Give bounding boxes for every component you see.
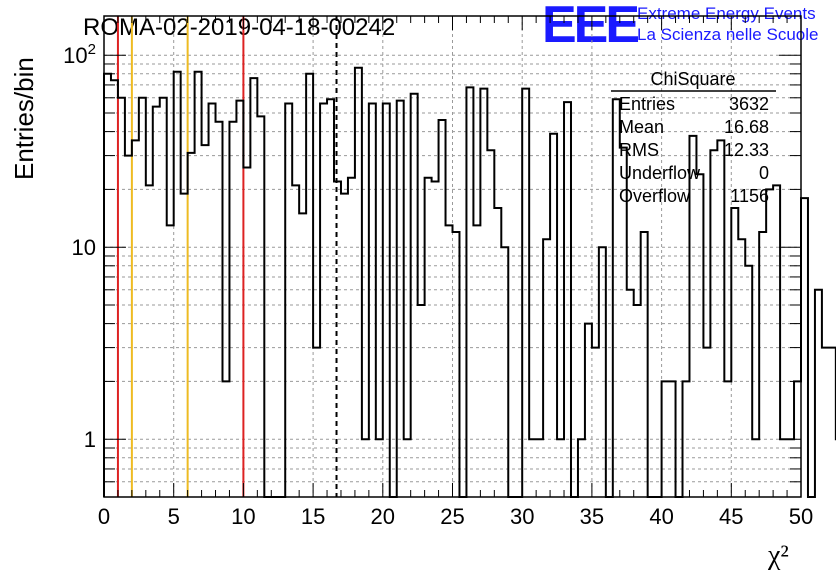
x-tick-label: 35 [580, 504, 604, 529]
x-tick-label: 50 [789, 504, 813, 529]
x-tick-label: 15 [301, 504, 325, 529]
logo-line-2: La Scienza nelle Scuole [637, 25, 818, 44]
chart-title: ROMA-02-2019-04-18-00242 [83, 14, 395, 41]
x-tick-label: 10 [231, 504, 255, 529]
x-axis-label: χ² [767, 540, 789, 571]
stats-label: Mean [619, 117, 664, 137]
stats-value: 12.33 [724, 140, 769, 160]
y-tick-label: 102 [63, 41, 96, 68]
histogram-series [103, 66, 836, 498]
stats-box-title: ChiSquare [650, 69, 735, 89]
x-tick-label: 5 [168, 504, 180, 529]
x-tick-label: 40 [649, 504, 673, 529]
eee-logo: EEE [542, 0, 638, 54]
stats-value: 0 [759, 163, 769, 183]
stats-label: RMS [619, 140, 659, 160]
logo-line-1: Extreme Energy Events [637, 4, 816, 23]
axes: 0 5 10 15 20 25 30 35 40 45 50 1 10 102 [63, 16, 813, 529]
stats-value: 3632 [729, 94, 769, 114]
stats-label: Underflow [619, 163, 701, 183]
stats-box: ChiSquare Entries 3632 Mean 16.68 RMS 12.33 Un… [611, 69, 776, 206]
x-tick-label: 30 [510, 504, 534, 529]
grid-lines [104, 16, 801, 498]
y-tick-label: 1 [84, 427, 96, 452]
stats-value: 16.68 [724, 117, 769, 137]
x-tick-label: 20 [371, 504, 395, 529]
histogram [103, 66, 836, 498]
stats-value: 1156 [730, 186, 769, 206]
y-axis-label: Entries/bin [9, 57, 39, 180]
y-tick-label: 10 [72, 235, 96, 260]
x-tick-label: 0 [98, 504, 110, 529]
stats-label: Entries [619, 94, 675, 114]
x-tick-label: 45 [719, 504, 743, 529]
stats-label: Overflow [619, 186, 691, 206]
x-tick-label: 25 [440, 504, 464, 529]
